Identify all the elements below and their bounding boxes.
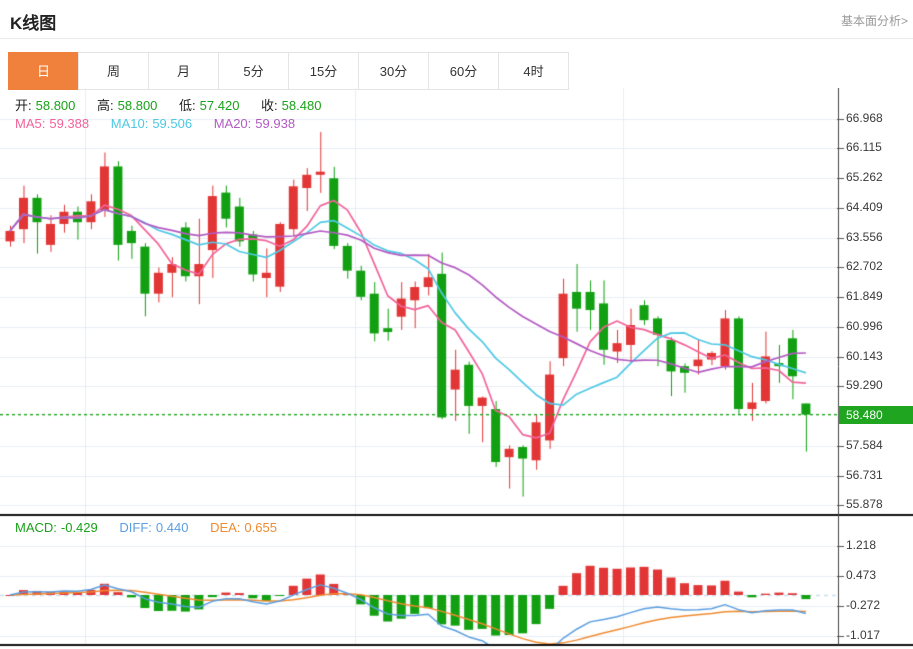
y-axis-tick-main: 60.996 [846, 318, 883, 333]
ma5-value: 59.388 [49, 116, 90, 131]
y-axis-tick-main: 57.584 [846, 437, 883, 452]
current-price-badge: 58.480 [839, 405, 913, 424]
ma20-label: MA20: [213, 116, 252, 131]
tab-日[interactable]: 日 [8, 52, 79, 90]
open-value: 58.800 [35, 98, 76, 113]
kline-chart-canvas[interactable] [0, 88, 913, 649]
y-axis-tick-main: 66.968 [846, 110, 883, 125]
y-axis-tick-main: 55.878 [846, 497, 883, 512]
y-axis-tick-main: 65.262 [846, 170, 883, 185]
macd-label: MACD: [15, 520, 57, 535]
ma5-label: MA5: [15, 116, 46, 131]
y-axis-tick-main: 66.115 [846, 140, 882, 155]
high-label: 高: [97, 98, 114, 113]
y-axis-tick-macd: 1.218 [846, 537, 877, 552]
interval-tab-bar: 日周月 5分 15分 30分 60分 4时 [8, 52, 569, 90]
tab-5分[interactable]: 5分 [218, 52, 289, 90]
ma10-value: 59.506 [152, 116, 193, 131]
y-axis-tick-main: 61.849 [846, 289, 883, 304]
ma20-value: 59.938 [255, 116, 296, 131]
ohlc-legend: 开: 58.800 高: 58.800 低: 57.420 收: 58.480 [15, 95, 325, 114]
ma10-label: MA10: [110, 116, 149, 131]
tab-4时[interactable]: 4时 [498, 52, 569, 90]
tab-15分[interactable]: 15分 [288, 52, 359, 90]
open-label: 开: [15, 98, 32, 113]
y-axis-tick-main: 60.143 [846, 348, 883, 363]
tab-60分[interactable]: 60分 [428, 52, 499, 90]
y-axis-tick-macd: -0.272 [846, 597, 881, 612]
dea-value: 0.655 [244, 520, 277, 535]
y-axis-tick-main: 62.702 [846, 259, 883, 274]
macd-value: -0.429 [60, 520, 98, 535]
high-value: 58.800 [117, 98, 158, 113]
y-axis-tick-main: 56.731 [846, 467, 883, 482]
page-title: K线图 [10, 14, 57, 33]
low-label: 低: [179, 98, 196, 113]
tab-30分[interactable]: 30分 [358, 52, 429, 90]
close-label: 收: [261, 98, 278, 113]
dea-label: DEA: [210, 520, 241, 535]
diff-value: 0.440 [155, 520, 189, 535]
y-axis-tick-macd: 0.473 [846, 567, 877, 582]
diff-label: DIFF: [119, 520, 152, 535]
fundamental-analysis-link[interactable]: 基本面分析> [840, 14, 908, 28]
y-axis-tick-main: 59.290 [846, 378, 883, 393]
y-axis-tick-main: 63.556 [846, 229, 883, 244]
y-axis-tick-macd: -1.017 [846, 627, 881, 642]
ma-legend: MA5: 59.388 MA10: 59.506 MA20: 59.938 [15, 116, 299, 131]
macd-legend: MACD: -0.429 DIFF: 0.440 DEA: 0.655 [15, 520, 281, 535]
tab-周[interactable]: 周 [78, 52, 149, 90]
close-value: 58.480 [281, 98, 322, 113]
tab-月[interactable]: 月 [148, 52, 219, 90]
low-value: 57.420 [199, 98, 240, 113]
y-axis-tick-main: 64.409 [846, 199, 883, 214]
page-header: K线图 基本面分析> [0, 0, 913, 39]
